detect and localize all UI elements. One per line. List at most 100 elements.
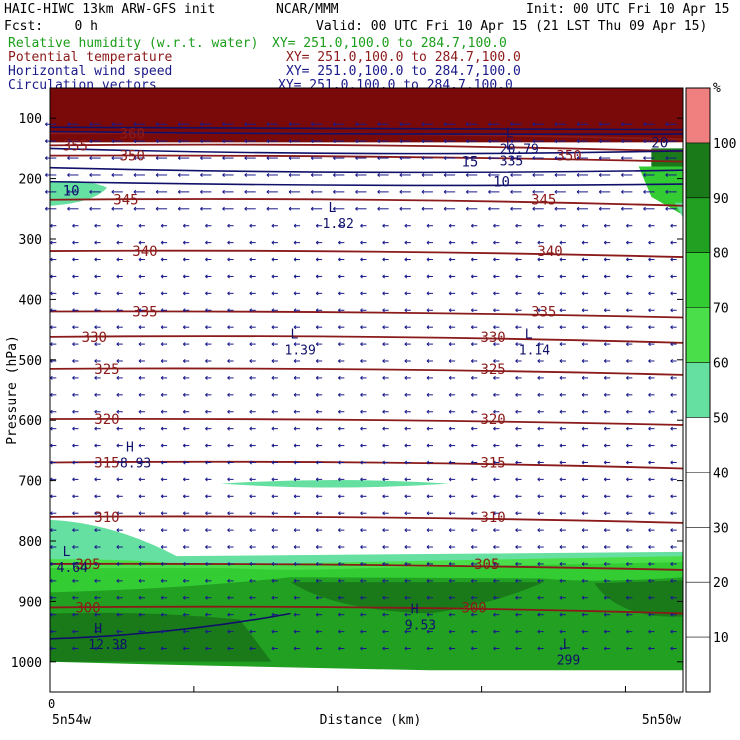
vector-head [89,139,92,144]
vector-head [182,443,186,448]
wind-label: 15 [461,155,478,171]
vector-head [182,494,186,499]
vector-head [72,375,75,380]
vector-head [271,460,275,465]
vector-head [377,156,380,161]
vector-head [360,409,363,414]
vector-head [205,460,208,465]
vector-head [603,257,607,262]
vector-head [94,646,97,651]
vector-head [488,172,491,177]
vector-head [200,189,203,194]
rh-region-ground [50,661,683,692]
vector-head [443,156,447,161]
vector-head [94,359,97,363]
vector-head [271,612,275,617]
vector-head [626,646,629,651]
vector-head [94,325,97,330]
vector-head [116,325,120,330]
vector-head [67,139,70,144]
vector-head [510,206,513,211]
vector-head [200,156,203,161]
contour-labels: 345 345 340 340 335 335 330 330 325 325 320 320 315 3… [57,126,669,668]
vector-head [404,561,408,566]
rh-region-bl-90a [290,582,544,614]
vector-head [94,274,97,279]
vector-head [227,477,230,482]
vector-head [626,274,629,279]
vector-head [448,426,452,431]
vector-head [537,595,541,600]
vector-head [360,595,363,600]
vector-head [227,375,230,380]
theta-contour-330 [49,335,684,344]
wind-label: 10 [63,184,80,200]
vector-head [648,375,651,380]
vector-head [448,375,452,380]
vector-head [72,257,75,262]
vector-head [648,561,651,566]
theta-label: 355 [63,138,88,154]
vector-head [603,494,607,499]
vector-head [155,172,159,177]
vector-head [581,612,585,617]
vector-head [72,561,75,566]
vector-head [515,257,518,262]
vector-head [382,528,385,533]
vector-head [116,494,120,499]
vector-head [626,460,629,465]
vector-head [404,595,408,600]
vector-head [244,122,248,127]
vector-head [382,494,385,499]
vector-head [227,561,230,566]
vector-head [404,274,408,279]
extremum-marker: L [506,139,514,154]
vector-head [227,494,230,499]
vector-head [493,646,496,651]
vector-head [515,545,518,550]
vector-head [138,460,142,465]
vector-head [382,646,385,651]
vector-head [138,392,142,397]
vector-head [426,629,430,634]
colorbar-label: 80 [713,247,729,262]
vector-head [310,189,314,194]
vector-head [360,477,363,482]
vector-head [155,122,159,127]
vector-head [222,172,225,177]
vector-head [603,308,607,313]
vector-head [493,477,496,482]
vector-head [493,223,496,228]
vector-head [581,528,585,533]
vector-head [670,375,673,380]
vector-head [581,494,585,499]
vector-head [205,291,208,296]
vector-head [581,646,585,651]
vector-head [448,240,452,245]
vector-head [426,612,430,617]
vector-head [670,595,673,600]
x-axis-title: Distance (km) [320,713,422,728]
vector-head [315,342,319,347]
vector-head [271,561,275,566]
vector-head [377,139,380,144]
theta-contours [49,132,684,615]
vector-head [293,223,297,228]
vector-head [537,342,541,347]
vector-head [603,612,607,617]
vector-head [360,545,363,550]
vector-head [443,206,447,211]
vector-head [177,139,181,144]
vector-head [94,545,97,550]
vector-head [670,240,673,245]
vector-head [537,443,541,448]
circulation-vectors [45,122,677,651]
vector-head [360,494,363,499]
vector-head [293,528,297,533]
vector-head [315,629,319,634]
vector-head [448,494,452,499]
vector-head [404,460,408,465]
extremum-value: 20.79 [500,143,539,158]
vector-head [581,325,585,330]
vector-head [510,189,513,194]
